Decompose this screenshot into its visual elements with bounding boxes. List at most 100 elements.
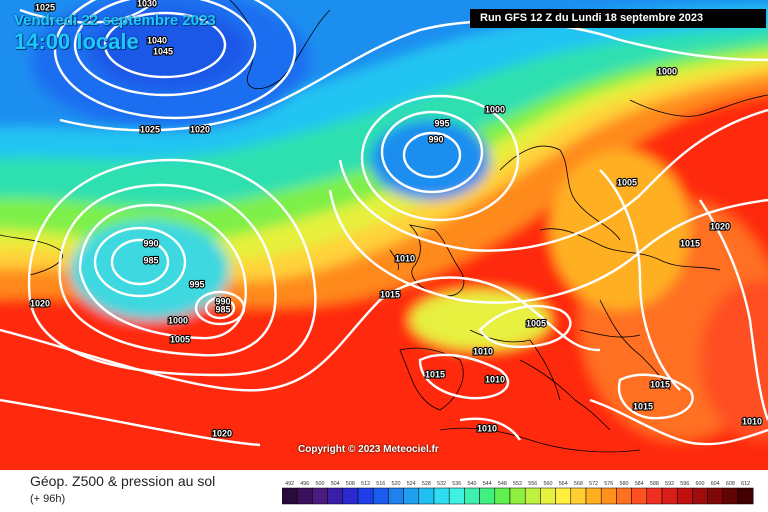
forecast-step: (+ 96h) xyxy=(30,493,66,505)
scale-swatch xyxy=(403,487,420,505)
pressure-label: 1000 xyxy=(485,104,505,114)
pressure-label: 985 xyxy=(143,255,158,265)
scale-swatch xyxy=(509,487,526,505)
scale-swatch xyxy=(616,487,632,505)
pressure-label: 1005 xyxy=(526,318,546,328)
scale-swatch xyxy=(600,487,617,505)
pressure-label: 1015 xyxy=(680,238,700,248)
scale-label: 496 xyxy=(300,481,309,487)
scale-swatch xyxy=(737,487,754,505)
weather-map: 1025 1030 1040 1045 1025 1020 995 990 1000 1000 10… xyxy=(0,0,768,470)
scale-swatch xyxy=(692,487,708,505)
valid-date: Vendredi 22 septembre 2023 xyxy=(14,12,216,29)
scale-label: 560 xyxy=(544,481,553,487)
scale-label: 504 xyxy=(331,481,340,487)
pressure-label: 1010 xyxy=(742,416,762,426)
scale-swatch xyxy=(540,487,556,505)
scale-swatch xyxy=(342,487,359,505)
scale-label: 564 xyxy=(559,481,568,487)
scale-swatch xyxy=(661,487,678,505)
local-time: 14:00 locale xyxy=(14,29,139,54)
copyright-notice: Copyright © 2023 Meteociel.fr xyxy=(298,444,439,455)
pressure-label: 1015 xyxy=(633,401,653,411)
scale-label: 512 xyxy=(361,481,370,487)
forecast-validity: Vendredi 22 septembre 2023 14:00 locale xyxy=(14,12,216,55)
scale-label: 556 xyxy=(528,481,537,487)
pressure-label: 1000 xyxy=(657,66,677,76)
scale-swatch xyxy=(585,487,602,505)
scale-label: 584 xyxy=(635,481,644,487)
scale-label: 528 xyxy=(422,481,431,487)
pressure-label: 985 xyxy=(215,304,230,314)
pressure-label: 1010 xyxy=(477,423,497,433)
color-scale: 492 496 500 504 508 512 516 520 524 528 532 536 540 5… xyxy=(282,481,754,505)
pressure-label: 990 xyxy=(215,296,230,306)
pressure-label: 1020 xyxy=(212,428,232,438)
scale-swatch xyxy=(479,487,496,505)
pressure-label: 1045 xyxy=(153,46,173,56)
scale-label: 576 xyxy=(604,481,613,487)
scale-label: 532 xyxy=(437,481,446,487)
scale-swatch xyxy=(448,487,465,505)
pressure-label: 1010 xyxy=(395,253,415,263)
scale-label: 592 xyxy=(665,481,674,487)
scale-label: 552 xyxy=(513,481,522,487)
scale-swatch xyxy=(372,487,389,505)
scale-label: 600 xyxy=(696,481,705,487)
scale-swatch xyxy=(433,487,450,505)
pressure-label: 990 xyxy=(428,134,443,144)
scale-label: 508 xyxy=(346,481,355,487)
scale-label: 524 xyxy=(407,481,416,487)
pressure-label: 1005 xyxy=(617,177,637,187)
pressure-label: 1020 xyxy=(30,298,50,308)
scale-label: 604 xyxy=(711,481,720,487)
pressure-label: 990 xyxy=(143,238,158,248)
pressure-label: 1040 xyxy=(147,35,167,45)
scale-label: 608 xyxy=(726,481,735,487)
scale-label: 568 xyxy=(574,481,583,487)
scale-swatch xyxy=(631,487,648,505)
scale-label: 540 xyxy=(468,481,477,487)
pressure-label: 1015 xyxy=(380,289,400,299)
scale-label: 544 xyxy=(483,481,492,487)
scale-swatch xyxy=(570,487,587,505)
scale-swatch xyxy=(388,487,404,505)
pressure-label: 1015 xyxy=(650,379,670,389)
pressure-label: 1030 xyxy=(137,0,157,8)
run-info-box: Run GFS 12 Z du Lundi 18 septembre 2023 xyxy=(470,9,766,28)
scale-swatch xyxy=(282,487,298,505)
isobars xyxy=(0,0,768,445)
scale-label: 572 xyxy=(589,481,598,487)
pressure-label: 1015 xyxy=(425,369,445,379)
scale-swatch xyxy=(555,487,572,505)
scale-label: 612 xyxy=(741,481,750,487)
legend-title: Géop. Z500 & pression au sol xyxy=(30,473,216,489)
scale-swatch xyxy=(357,487,374,505)
scale-swatch xyxy=(296,487,313,505)
scale-swatch xyxy=(524,487,541,505)
pressure-label: 1000 xyxy=(168,315,188,325)
scale-swatch xyxy=(312,487,328,505)
scale-label: 500 xyxy=(316,481,325,487)
scale-swatch xyxy=(494,487,511,505)
scale-swatch xyxy=(722,487,739,505)
scale-label: 588 xyxy=(650,481,659,487)
pressure-label: 995 xyxy=(434,118,449,128)
pressure-label: 1010 xyxy=(485,374,505,384)
pressure-label: 1010 xyxy=(473,346,493,356)
pressure-label: 1020 xyxy=(710,221,730,231)
scale-label: 492 xyxy=(285,481,294,487)
pressure-label: 1020 xyxy=(190,124,210,134)
scale-swatch xyxy=(676,487,693,505)
scale-swatch xyxy=(707,487,724,505)
scale-label: 520 xyxy=(392,481,401,487)
scale-swatch xyxy=(646,487,663,505)
scale-swatch xyxy=(464,487,480,505)
scale-label: 596 xyxy=(680,481,689,487)
pressure-label: 1025 xyxy=(140,124,160,134)
pressure-label: 1005 xyxy=(170,334,190,344)
scale-label: 548 xyxy=(498,481,507,487)
pressure-label: 995 xyxy=(189,279,204,289)
